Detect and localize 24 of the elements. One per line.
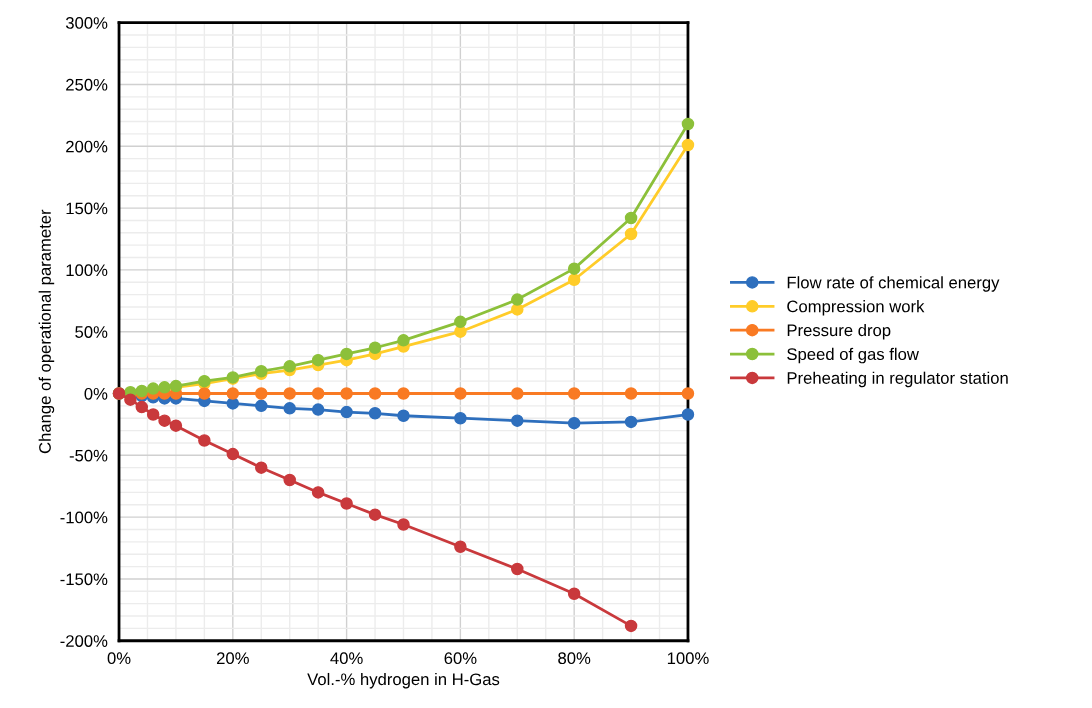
y-tick-label: 200%	[66, 140, 108, 153]
y-tick-label: 0%	[84, 387, 108, 400]
x-tick-label: 100%	[667, 652, 709, 665]
y-tick-label: -150%	[60, 573, 108, 586]
y-tick-label: 250%	[66, 78, 108, 91]
legend-label: Flow rate of chemical energy	[787, 276, 1000, 292]
legend-label: Compression work	[787, 300, 925, 316]
x-tick-label: 20%	[216, 652, 249, 665]
legend-label: Preheating in regulator station	[787, 371, 1008, 388]
x-tick-label: 0%	[107, 652, 131, 665]
legend-label: Pressure drop	[787, 323, 891, 340]
y-tick-label: 50%	[75, 326, 108, 338]
legend-label: Speed of gas flow	[787, 347, 919, 364]
y-tick-label: -100%	[60, 511, 108, 524]
y-tick-label: 300%	[65, 17, 108, 29]
y-axis-title: Change of operational parameter	[38, 209, 55, 454]
x-tick-label: 80%	[558, 652, 591, 665]
y-tick-label: 150%	[66, 202, 108, 215]
y-tick-label: -50%	[69, 449, 108, 462]
y-tick-label: -200%	[60, 635, 108, 647]
x-tick-label: 60%	[444, 652, 477, 665]
x-tick-label: 40%	[330, 652, 363, 665]
y-tick-label: 100%	[66, 264, 108, 277]
x-axis-title: Vol.-% hydrogen in H-Gas	[307, 672, 500, 689]
